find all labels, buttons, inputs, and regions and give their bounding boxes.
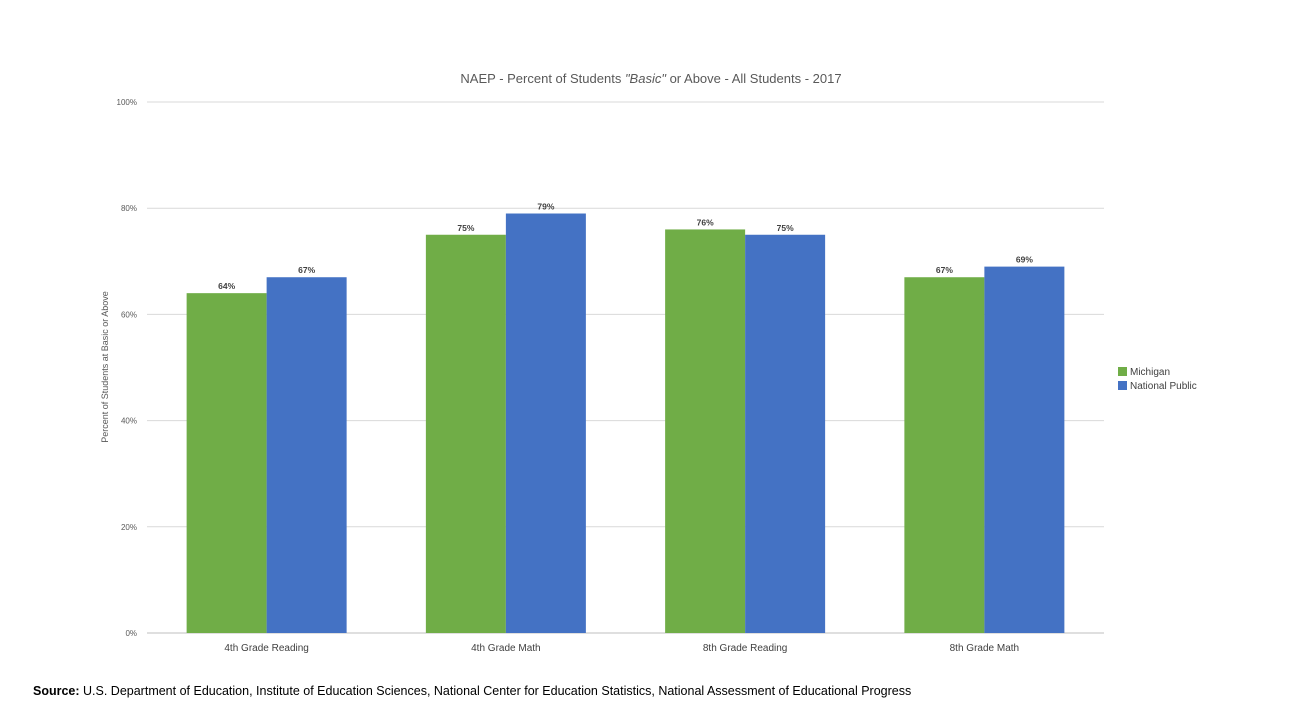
source-label: Source: bbox=[33, 684, 80, 698]
y-tick-label: 80% bbox=[121, 204, 137, 213]
source-text: U.S. Department of Education, Institute … bbox=[79, 684, 912, 698]
bar-national-public bbox=[745, 234, 826, 633]
bar-michigan bbox=[186, 293, 267, 633]
x-tick-label: 4th Grade Reading bbox=[224, 643, 309, 654]
y-tick-label: 0% bbox=[125, 629, 137, 638]
data-label: 76% bbox=[697, 217, 714, 227]
y-axis-title: Percent of Students at Basic or Above bbox=[100, 291, 110, 443]
legend-swatch bbox=[1118, 381, 1127, 390]
chart-title-part-1: NAEP - Percent of Students bbox=[460, 71, 625, 86]
data-label: 64% bbox=[218, 281, 235, 291]
data-label: 67% bbox=[936, 265, 953, 275]
y-tick-label: 60% bbox=[121, 310, 137, 319]
legend-label: National Public bbox=[1130, 381, 1197, 392]
chart-title-part-2: "Basic" bbox=[625, 71, 667, 86]
bar-national-public bbox=[984, 266, 1065, 633]
chart-title: NAEP - Percent of Students "Basic" or Ab… bbox=[460, 71, 841, 86]
legend-swatch bbox=[1118, 367, 1127, 376]
bar-michigan bbox=[665, 229, 746, 633]
bars bbox=[186, 213, 1065, 633]
bar-michigan bbox=[425, 234, 506, 633]
data-label: 79% bbox=[537, 202, 554, 212]
chart-title-part-3: or Above - All Students - 2017 bbox=[666, 71, 842, 86]
x-tick-label: 8th Grade Math bbox=[950, 643, 1019, 654]
x-tick-label: 8th Grade Reading bbox=[703, 643, 788, 654]
source-note: Source: U.S. Department of Education, In… bbox=[33, 684, 911, 698]
y-tick-label: 20% bbox=[121, 523, 137, 532]
data-label: 75% bbox=[777, 223, 794, 233]
data-label: 75% bbox=[457, 223, 474, 233]
y-tick-label: 100% bbox=[117, 98, 137, 107]
bar-national-public bbox=[505, 213, 586, 633]
data-label: 67% bbox=[298, 265, 315, 275]
data-labels: 64% 67% 75% 79% 76% 75% 67% 69% bbox=[218, 202, 1033, 292]
x-axis-categories: 4th Grade Reading 4th Grade Math 8th Grade… bbox=[224, 643, 1019, 654]
bar-national-public bbox=[266, 277, 347, 633]
data-label: 69% bbox=[1016, 255, 1033, 265]
legend-label: Michigan bbox=[1130, 367, 1170, 378]
x-tick-label: 4th Grade Math bbox=[471, 643, 540, 654]
y-tick-label: 40% bbox=[121, 417, 137, 426]
bar-michigan bbox=[904, 277, 985, 633]
legend: Michigan National Public bbox=[1118, 367, 1197, 392]
y-axis-ticks: 0% 20% 40% 60% 80% 100% bbox=[117, 98, 137, 638]
